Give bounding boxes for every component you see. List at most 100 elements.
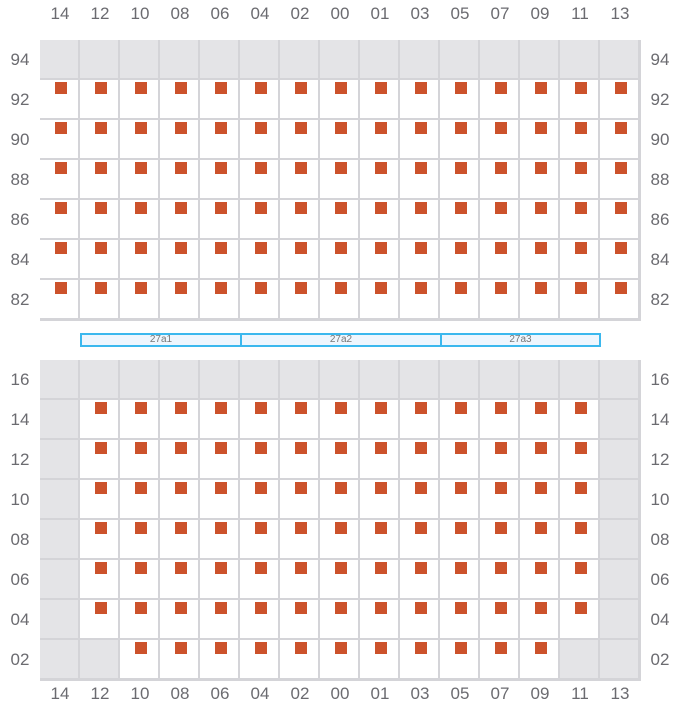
- seat-marker[interactable]: [295, 122, 307, 134]
- seat-marker[interactable]: [95, 202, 107, 214]
- seat-cell[interactable]: [280, 600, 320, 640]
- seat-cell[interactable]: [160, 520, 200, 560]
- seat-cell[interactable]: [120, 280, 160, 320]
- seat-cell[interactable]: [560, 480, 600, 520]
- seat-cell[interactable]: [160, 120, 200, 160]
- seat-cell[interactable]: [360, 640, 400, 680]
- seat-cell[interactable]: [560, 160, 600, 200]
- seat-marker[interactable]: [255, 202, 267, 214]
- seat-marker[interactable]: [415, 642, 427, 654]
- seat-marker[interactable]: [95, 282, 107, 294]
- seat-cell[interactable]: [200, 520, 240, 560]
- seat-cell[interactable]: [80, 560, 120, 600]
- seat-marker[interactable]: [175, 202, 187, 214]
- seat-cell[interactable]: [240, 120, 280, 160]
- seat-cell[interactable]: [440, 640, 480, 680]
- seat-cell[interactable]: [440, 440, 480, 480]
- seat-cell[interactable]: [240, 480, 280, 520]
- seat-marker[interactable]: [95, 562, 107, 574]
- seat-cell[interactable]: [480, 560, 520, 600]
- seat-marker[interactable]: [335, 522, 347, 534]
- seat-cell[interactable]: [120, 80, 160, 120]
- seat-cell[interactable]: [280, 80, 320, 120]
- seat-cell[interactable]: [560, 80, 600, 120]
- seat-marker[interactable]: [535, 242, 547, 254]
- seat-cell[interactable]: [160, 80, 200, 120]
- seat-marker[interactable]: [415, 162, 427, 174]
- seat-cell[interactable]: [440, 560, 480, 600]
- seat-marker[interactable]: [375, 282, 387, 294]
- seat-marker[interactable]: [575, 522, 587, 534]
- seat-marker[interactable]: [215, 202, 227, 214]
- seat-marker[interactable]: [335, 602, 347, 614]
- seat-cell[interactable]: [160, 400, 200, 440]
- seat-marker[interactable]: [295, 562, 307, 574]
- seat-marker[interactable]: [375, 122, 387, 134]
- seat-cell[interactable]: [440, 120, 480, 160]
- seat-marker[interactable]: [375, 202, 387, 214]
- seat-marker[interactable]: [295, 282, 307, 294]
- seat-marker[interactable]: [175, 642, 187, 654]
- seat-marker[interactable]: [255, 642, 267, 654]
- seat-marker[interactable]: [135, 202, 147, 214]
- seat-marker[interactable]: [295, 162, 307, 174]
- seat-cell[interactable]: [320, 520, 360, 560]
- seat-cell[interactable]: [480, 640, 520, 680]
- seat-cell[interactable]: [80, 600, 120, 640]
- seat-marker[interactable]: [55, 202, 67, 214]
- seat-marker[interactable]: [295, 242, 307, 254]
- seat-marker[interactable]: [455, 122, 467, 134]
- seat-cell[interactable]: [80, 200, 120, 240]
- seat-marker[interactable]: [375, 562, 387, 574]
- seat-marker[interactable]: [335, 482, 347, 494]
- seat-cell[interactable]: [400, 280, 440, 320]
- seat-marker[interactable]: [575, 242, 587, 254]
- seat-cell[interactable]: [400, 200, 440, 240]
- seat-marker[interactable]: [175, 82, 187, 94]
- seat-marker[interactable]: [255, 242, 267, 254]
- seat-cell[interactable]: [400, 80, 440, 120]
- seat-cell[interactable]: [120, 560, 160, 600]
- seat-marker[interactable]: [415, 122, 427, 134]
- seat-marker[interactable]: [215, 522, 227, 534]
- seat-cell[interactable]: [400, 160, 440, 200]
- seat-cell[interactable]: [520, 200, 560, 240]
- seat-cell[interactable]: [480, 480, 520, 520]
- seat-marker[interactable]: [615, 82, 627, 94]
- seat-cell[interactable]: [280, 640, 320, 680]
- seat-cell[interactable]: [480, 280, 520, 320]
- seat-marker[interactable]: [215, 122, 227, 134]
- seat-cell[interactable]: [40, 240, 80, 280]
- seat-cell[interactable]: [360, 160, 400, 200]
- seat-marker[interactable]: [95, 402, 107, 414]
- seat-marker[interactable]: [535, 82, 547, 94]
- seat-marker[interactable]: [455, 402, 467, 414]
- seat-marker[interactable]: [375, 522, 387, 534]
- seat-marker[interactable]: [375, 242, 387, 254]
- seat-cell[interactable]: [80, 240, 120, 280]
- seat-cell[interactable]: [280, 200, 320, 240]
- seat-marker[interactable]: [495, 202, 507, 214]
- seat-marker[interactable]: [415, 522, 427, 534]
- seat-cell[interactable]: [360, 80, 400, 120]
- seat-marker[interactable]: [415, 242, 427, 254]
- seat-marker[interactable]: [335, 442, 347, 454]
- seat-marker[interactable]: [335, 162, 347, 174]
- seat-marker[interactable]: [55, 82, 67, 94]
- seat-cell[interactable]: [360, 480, 400, 520]
- seat-cell[interactable]: [320, 120, 360, 160]
- seat-cell[interactable]: [240, 560, 280, 600]
- seat-cell[interactable]: [440, 520, 480, 560]
- seat-cell[interactable]: [40, 280, 80, 320]
- seat-marker[interactable]: [535, 522, 547, 534]
- seat-cell[interactable]: [320, 280, 360, 320]
- seat-marker[interactable]: [335, 642, 347, 654]
- seat-cell[interactable]: [440, 80, 480, 120]
- seat-cell[interactable]: [360, 440, 400, 480]
- seat-marker[interactable]: [495, 602, 507, 614]
- seat-cell[interactable]: [560, 560, 600, 600]
- seat-marker[interactable]: [575, 282, 587, 294]
- seat-cell[interactable]: [600, 120, 640, 160]
- seat-marker[interactable]: [295, 642, 307, 654]
- seat-cell[interactable]: [240, 520, 280, 560]
